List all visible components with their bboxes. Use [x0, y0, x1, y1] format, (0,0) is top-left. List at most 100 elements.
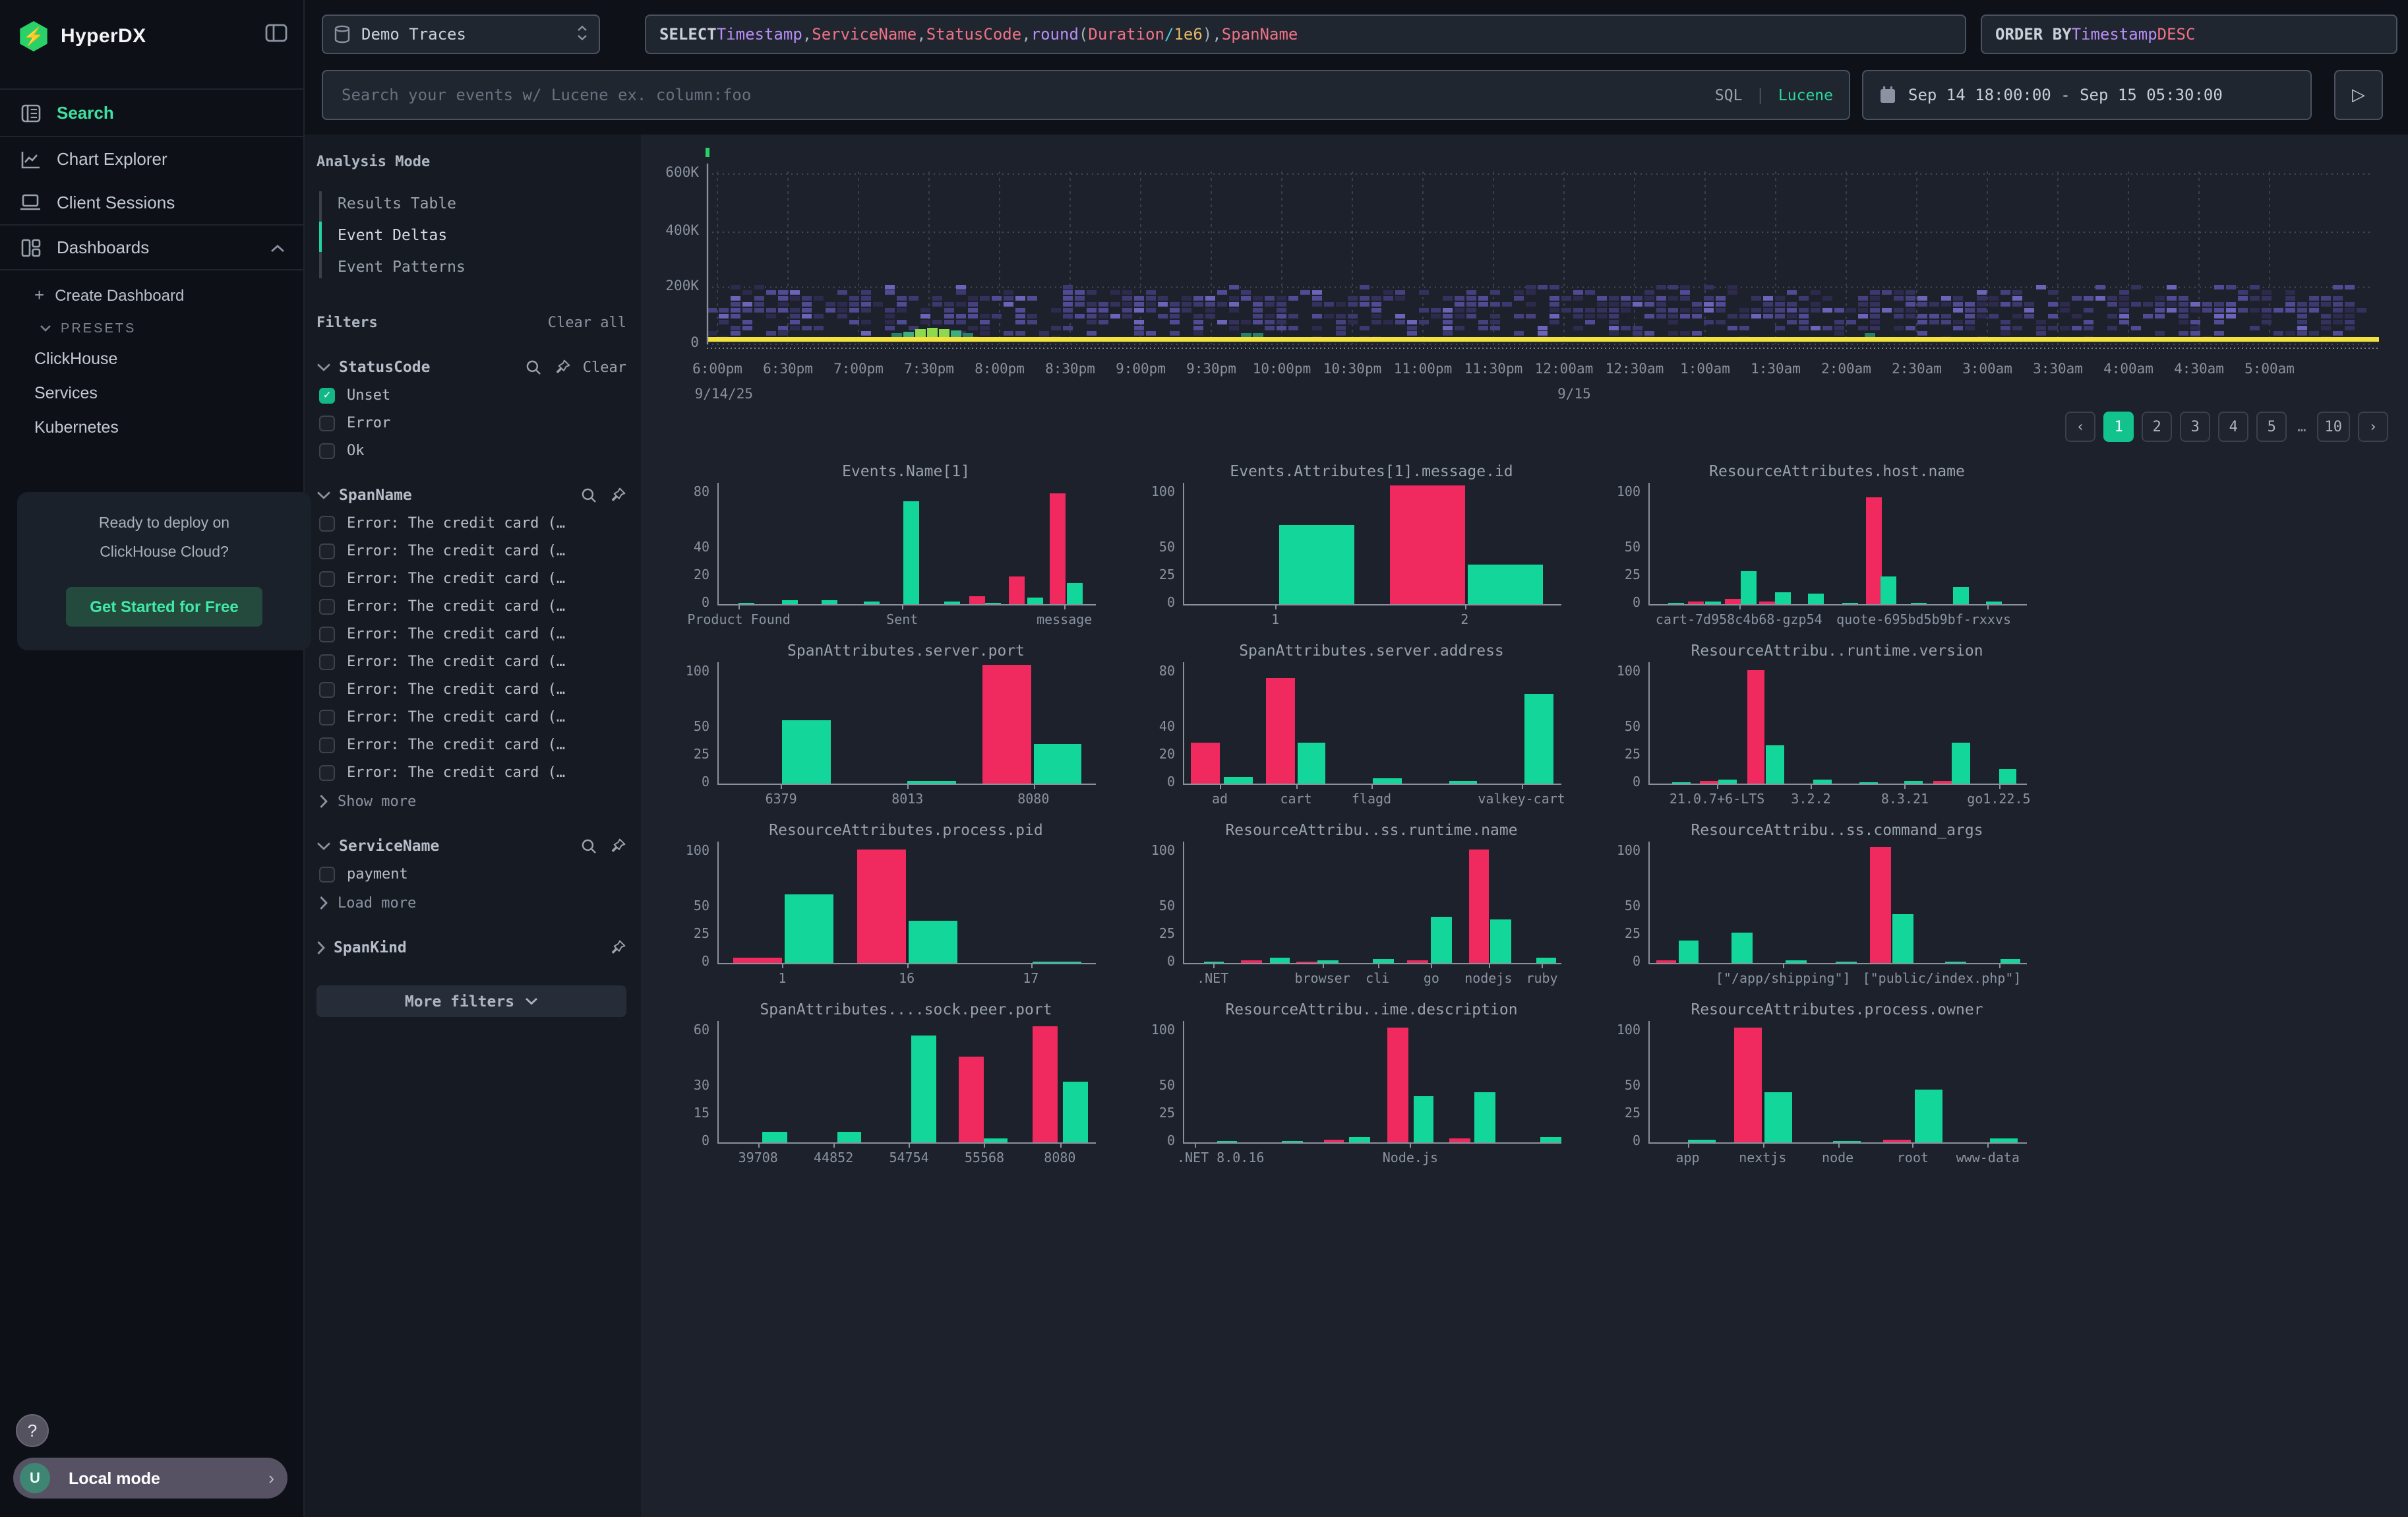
sidebar-item-dashboards[interactable]: Dashboards — [0, 224, 303, 270]
checkbox[interactable] — [319, 598, 335, 614]
sidebar-nav: Search Chart Explorer Client Sessions Da… — [0, 88, 303, 445]
pagination-page-3[interactable]: 3 — [2180, 412, 2211, 442]
checkbox[interactable] — [319, 443, 335, 458]
sql-orderby-query[interactable]: ORDER BY Timestamp DESC — [1981, 15, 2397, 54]
analysis-mode-option-results-table[interactable]: Results Table — [338, 194, 457, 212]
bar-green — [1813, 779, 1832, 784]
filter-checkbox-item[interactable]: Error: The credit card (… — [316, 681, 626, 698]
checkbox[interactable] — [319, 654, 335, 669]
pagination-page-10[interactable]: 10 — [2316, 412, 2350, 442]
mini-chart-x-tick: 55568 — [964, 1152, 1005, 1166]
run-query-button[interactable]: ▷ — [2334, 70, 2383, 120]
mini-chart-events-name-1-[interactable]: Events.Name[1] 80 40 20 0 Product Found Sent me… — [649, 462, 1110, 636]
local-mode-pill[interactable]: U Local mode › — [13, 1458, 287, 1499]
mini-chart-resourceattribu-ss-runtime-name[interactable]: ResourceAttribu..ss.runtime.name 100 50 25 0… — [1114, 820, 1576, 995]
search-icon[interactable] — [580, 486, 597, 503]
checkbox-checked[interactable]: ✓ — [319, 387, 335, 403]
mini-chart-resourceattributes-process-owner[interactable]: ResourceAttributes.process.owner 100 50 25 0… — [1580, 1000, 2041, 1174]
create-dashboard-button[interactable]: + Create Dashboard — [0, 276, 303, 314]
checkbox[interactable] — [319, 866, 335, 882]
search-input[interactable] — [339, 84, 1702, 106]
sql-select-query[interactable]: SELECT Timestamp, ServiceName, StatusCod… — [645, 15, 1966, 54]
filter-checkbox-item[interactable]: Error: The credit card (… — [316, 653, 626, 670]
filter-checkbox-item[interactable]: Error: The credit card (… — [316, 708, 626, 726]
sidebar-item-kubernetes[interactable]: Kubernetes — [34, 418, 119, 437]
promo-line1: Ready to deploy on — [98, 516, 230, 532]
clear-filter-button[interactable]: Clear — [582, 358, 626, 375]
pin-icon[interactable] — [609, 939, 626, 956]
pin-icon[interactable] — [609, 837, 626, 854]
events-heatmap[interactable] — [706, 148, 2392, 355]
pagination-page-4[interactable]: 4 — [2218, 412, 2249, 442]
checkbox[interactable] — [319, 543, 335, 559]
presets-toggle[interactable]: PRESETS — [0, 314, 303, 342]
mini-chart-resourceattribu-ime-description[interactable]: ResourceAttribu..ime.description 100 50 25 0… — [1114, 1000, 1576, 1174]
mini-chart-resourceattributes-process-pid[interactable]: ResourceAttributes.process.pid 100 50 25 0 1 1… — [649, 820, 1110, 995]
mini-chart-resourceattribu-ss-command-args[interactable]: ResourceAttribu..ss.command_args 100 50 25 0… — [1580, 820, 2041, 995]
lang-toggle-sql[interactable]: SQL — [1714, 86, 1743, 104]
more-filters-button[interactable]: More filters — [316, 985, 626, 1017]
filter-checkbox-item[interactable]: Error: The credit card (… — [316, 542, 626, 559]
mini-chart-resourceattributes-host-name[interactable]: ResourceAttributes.host.name 100 50 25 0 cart… — [1580, 462, 2041, 636]
filter-checkbox-item[interactable]: Error: The credit card (… — [316, 598, 626, 615]
pagination-page-5[interactable]: 5 — [2256, 412, 2287, 442]
bar-green — [1063, 1082, 1088, 1142]
checkbox[interactable] — [319, 764, 335, 780]
pagination-page-1[interactable]: 1 — [2103, 412, 2134, 442]
filter-checkbox-item[interactable]: ✓ Unset — [316, 387, 626, 404]
pagination-page-2[interactable]: 2 — [2142, 412, 2173, 442]
lang-toggle-lucene[interactable]: Lucene — [1778, 86, 1833, 104]
mini-chart-events-attributes-1-message-id[interactable]: Events.Attributes[1].message.id 100 50 25 0 1… — [1114, 462, 1576, 636]
checkbox[interactable] — [319, 681, 335, 697]
collapse-sidebar-icon[interactable] — [265, 24, 287, 49]
chevron-down-icon[interactable] — [316, 490, 331, 499]
pagination-prev-button[interactable]: ‹ — [2065, 412, 2096, 442]
filter-checkbox-item[interactable]: Ok — [316, 442, 626, 459]
checkbox[interactable] — [319, 415, 335, 431]
get-started-button[interactable]: Get Started for Free — [66, 586, 262, 627]
checkbox[interactable] — [319, 626, 335, 642]
filter-checkbox-item[interactable]: Error: The credit card (… — [316, 736, 626, 753]
pin-icon[interactable] — [554, 358, 571, 375]
help-button[interactable]: ? — [16, 1414, 49, 1447]
clear-all-filters-button[interactable]: Clear all — [547, 314, 626, 331]
filter-checkbox-item[interactable]: payment — [316, 865, 626, 882]
checkbox[interactable] — [319, 709, 335, 725]
search-icon[interactable] — [580, 837, 597, 854]
filter-checkbox-item[interactable]: Error: The credit card (… — [316, 625, 626, 642]
analysis-mode-option-event-patterns[interactable]: Event Patterns — [338, 257, 466, 276]
search-icon[interactable] — [525, 358, 542, 375]
mini-chart-spanattributes-sock-peer-port[interactable]: SpanAttributes....sock.peer.port 60 30 15 0 3… — [649, 1000, 1110, 1174]
mini-chart-y-tick: 60 — [693, 1024, 709, 1039]
mini-chart-x-tick: 6379 — [765, 793, 797, 807]
mini-chart-spanattributes-server-port[interactable]: SpanAttributes.server.port 100 50 25 0 6379 80… — [649, 641, 1110, 815]
date-range-picker[interactable]: Sep 14 18:00:00 - Sep 15 05:30:00 — [1862, 70, 2312, 120]
mini-chart-spanattributes-server-address[interactable]: SpanAttributes.server.address 80 40 20 0 ad ca… — [1114, 641, 1576, 815]
filter-checkbox-item[interactable]: Error: The credit card (… — [316, 764, 626, 781]
filter-checkbox-item[interactable]: Error: The credit card (… — [316, 570, 626, 587]
show-more-button[interactable]: Show more — [316, 793, 626, 810]
sidebar-item-clickhouse[interactable]: ClickHouse — [34, 350, 118, 368]
checkbox[interactable] — [319, 515, 335, 531]
pagination-next-button[interactable]: › — [2358, 412, 2388, 442]
mini-chart-resourceattribu-runtime-version[interactable]: ResourceAttribu..runtime.version 100 50 25 0… — [1580, 641, 2041, 815]
checkbox[interactable] — [319, 571, 335, 586]
sidebar-item-chart-explorer[interactable]: Chart Explorer — [0, 137, 303, 181]
sidebar-item-services[interactable]: Services — [34, 384, 98, 402]
analysis-mode-option-event-deltas[interactable]: Event Deltas — [338, 226, 448, 244]
chevron-down-icon[interactable] — [316, 841, 331, 850]
filter-checkbox-item[interactable]: Error — [316, 414, 626, 431]
mini-chart-plot — [1648, 662, 2027, 785]
big-chart-x-tick: 4:30am — [2174, 361, 2224, 377]
chevron-down-icon[interactable] — [316, 362, 331, 371]
chevron-up-icon[interactable] — [270, 237, 285, 257]
checkbox[interactable] — [319, 737, 335, 753]
chevron-right-icon[interactable] — [316, 940, 326, 954]
filter-checkbox-item[interactable]: Error: The credit card (… — [316, 514, 626, 532]
load-more-button[interactable]: Load more — [316, 894, 626, 912]
sidebar-item-client-sessions[interactable]: Client Sessions — [0, 181, 303, 224]
source-select[interactable]: Demo Traces — [322, 15, 600, 54]
sidebar-item-search[interactable]: Search — [0, 88, 303, 137]
pin-icon[interactable] — [609, 486, 626, 503]
bar-green — [1317, 960, 1339, 963]
